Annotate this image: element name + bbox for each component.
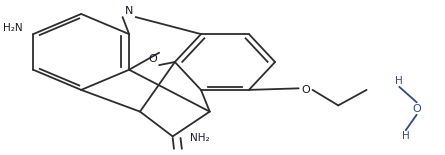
Text: O: O (413, 104, 421, 113)
Text: H: H (395, 76, 403, 86)
Text: H₂N: H₂N (3, 23, 22, 33)
Text: O: O (149, 54, 158, 64)
Text: O: O (301, 85, 310, 95)
Text: NH₂: NH₂ (190, 133, 210, 143)
Text: N: N (125, 6, 134, 16)
Text: H: H (402, 131, 410, 141)
